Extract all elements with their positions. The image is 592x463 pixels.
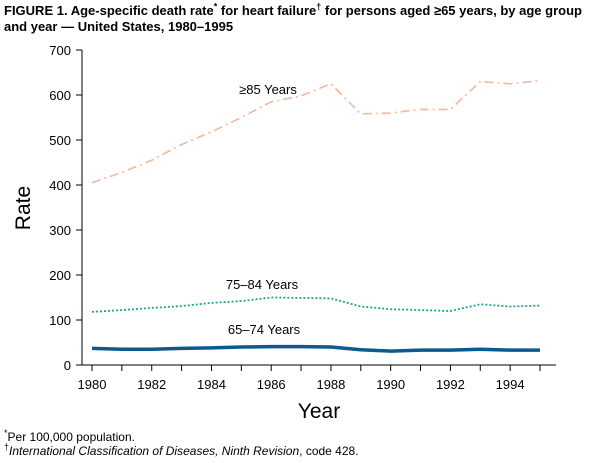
x-tick-label: 1986 bbox=[257, 377, 286, 392]
data-point bbox=[300, 95, 302, 97]
footnote-1-mark: * bbox=[4, 428, 8, 438]
x-tick-label: 1982 bbox=[137, 377, 166, 392]
data-point bbox=[509, 83, 511, 85]
title-text-rest: for persons aged ≥65 years, by age group… bbox=[4, 3, 582, 34]
footnote-1-text: Per 100,000 population. bbox=[7, 430, 135, 444]
data-point bbox=[211, 302, 213, 304]
y-axis-title: Rate bbox=[12, 186, 35, 230]
data-point bbox=[509, 306, 511, 308]
y-tick-label: 400 bbox=[49, 178, 71, 193]
data-point bbox=[330, 298, 332, 300]
data-point bbox=[390, 112, 392, 114]
data-point bbox=[360, 349, 362, 351]
data-point bbox=[181, 144, 183, 146]
data-point bbox=[539, 80, 541, 82]
series-line-3 bbox=[91, 344, 540, 353]
y-tick-label: 500 bbox=[49, 133, 71, 148]
title-text-prefix: FIGURE 1. Age-specific death rate bbox=[4, 3, 214, 18]
y-tick-label: 700 bbox=[49, 43, 71, 58]
y-tick-label: 200 bbox=[49, 268, 71, 283]
data-point bbox=[270, 346, 272, 348]
data-point bbox=[211, 131, 213, 133]
data-point bbox=[151, 159, 153, 161]
footnote-1: *Per 100,000 population. bbox=[4, 428, 135, 445]
data-point bbox=[151, 348, 153, 350]
data-point bbox=[241, 300, 243, 302]
data-point bbox=[181, 305, 183, 307]
series-label-2: 75–84 Years bbox=[226, 277, 299, 292]
data-point bbox=[390, 308, 392, 310]
x-tick-label: 1988 bbox=[316, 377, 345, 392]
data-point bbox=[330, 346, 332, 348]
title-text-middle: for heart failure bbox=[217, 3, 317, 18]
data-point bbox=[91, 348, 93, 350]
series-label-1: ≥85 Years bbox=[239, 82, 297, 97]
data-point bbox=[91, 311, 93, 313]
x-tick-label: 1984 bbox=[197, 377, 226, 392]
data-point bbox=[241, 346, 243, 348]
data-point bbox=[121, 309, 123, 311]
x-tick-label: 1992 bbox=[436, 377, 465, 392]
y-tick-label: 600 bbox=[49, 88, 71, 103]
data-point bbox=[300, 297, 302, 299]
title-footnote-mark-1: * bbox=[213, 1, 218, 12]
y-tick-label: 0 bbox=[64, 358, 71, 373]
footnote-2-source-title: International Classification of Diseases… bbox=[9, 444, 300, 458]
data-point bbox=[121, 348, 123, 350]
data-point bbox=[360, 306, 362, 308]
x-tick-label: 1990 bbox=[376, 377, 405, 392]
data-point bbox=[539, 305, 541, 307]
y-tick-label: 100 bbox=[49, 313, 71, 328]
data-point bbox=[270, 297, 272, 299]
data-point bbox=[270, 101, 272, 103]
data-point bbox=[450, 109, 452, 111]
data-point bbox=[360, 113, 362, 115]
y-tick-label: 300 bbox=[49, 223, 71, 238]
data-point bbox=[330, 83, 332, 85]
data-point bbox=[450, 310, 452, 312]
data-point bbox=[420, 349, 422, 351]
data-point bbox=[91, 182, 93, 184]
chart-axes: 0 100 200 300 400 500 600 700 1980 1982 1984 1986 19… bbox=[12, 43, 556, 423]
data-point bbox=[390, 350, 392, 352]
x-tick-label: 1980 bbox=[78, 377, 107, 392]
x-axis-title: Year bbox=[298, 400, 340, 423]
chart-series bbox=[91, 79, 541, 353]
data-point bbox=[539, 349, 541, 351]
data-point bbox=[479, 81, 481, 83]
figure-title: FIGURE 1. Age-specific death rate* for h… bbox=[4, 1, 590, 35]
x-tick-label: 1994 bbox=[496, 377, 525, 392]
footnote-2-mark: † bbox=[4, 442, 10, 452]
data-point bbox=[300, 346, 302, 348]
data-point bbox=[479, 348, 481, 350]
data-point bbox=[151, 307, 153, 309]
series-label-3: 65–74 Years bbox=[228, 322, 301, 337]
data-point bbox=[509, 349, 511, 351]
data-point bbox=[121, 172, 123, 174]
series-line-2 bbox=[91, 296, 541, 313]
series-line-1 bbox=[91, 79, 541, 184]
footnote-2-text: , code 428. bbox=[299, 444, 359, 458]
data-point bbox=[420, 109, 422, 111]
data-point bbox=[211, 347, 213, 349]
title-footnote-mark-2: † bbox=[316, 1, 322, 12]
data-point bbox=[181, 348, 183, 350]
data-point bbox=[450, 349, 452, 351]
data-point bbox=[241, 117, 243, 119]
chart-series-labels: ≥85 Years 75–84 Years 65–74 Years bbox=[226, 82, 301, 337]
data-point bbox=[479, 303, 481, 305]
footnote-2: †International Classification of Disease… bbox=[4, 442, 359, 459]
data-point bbox=[420, 309, 422, 311]
